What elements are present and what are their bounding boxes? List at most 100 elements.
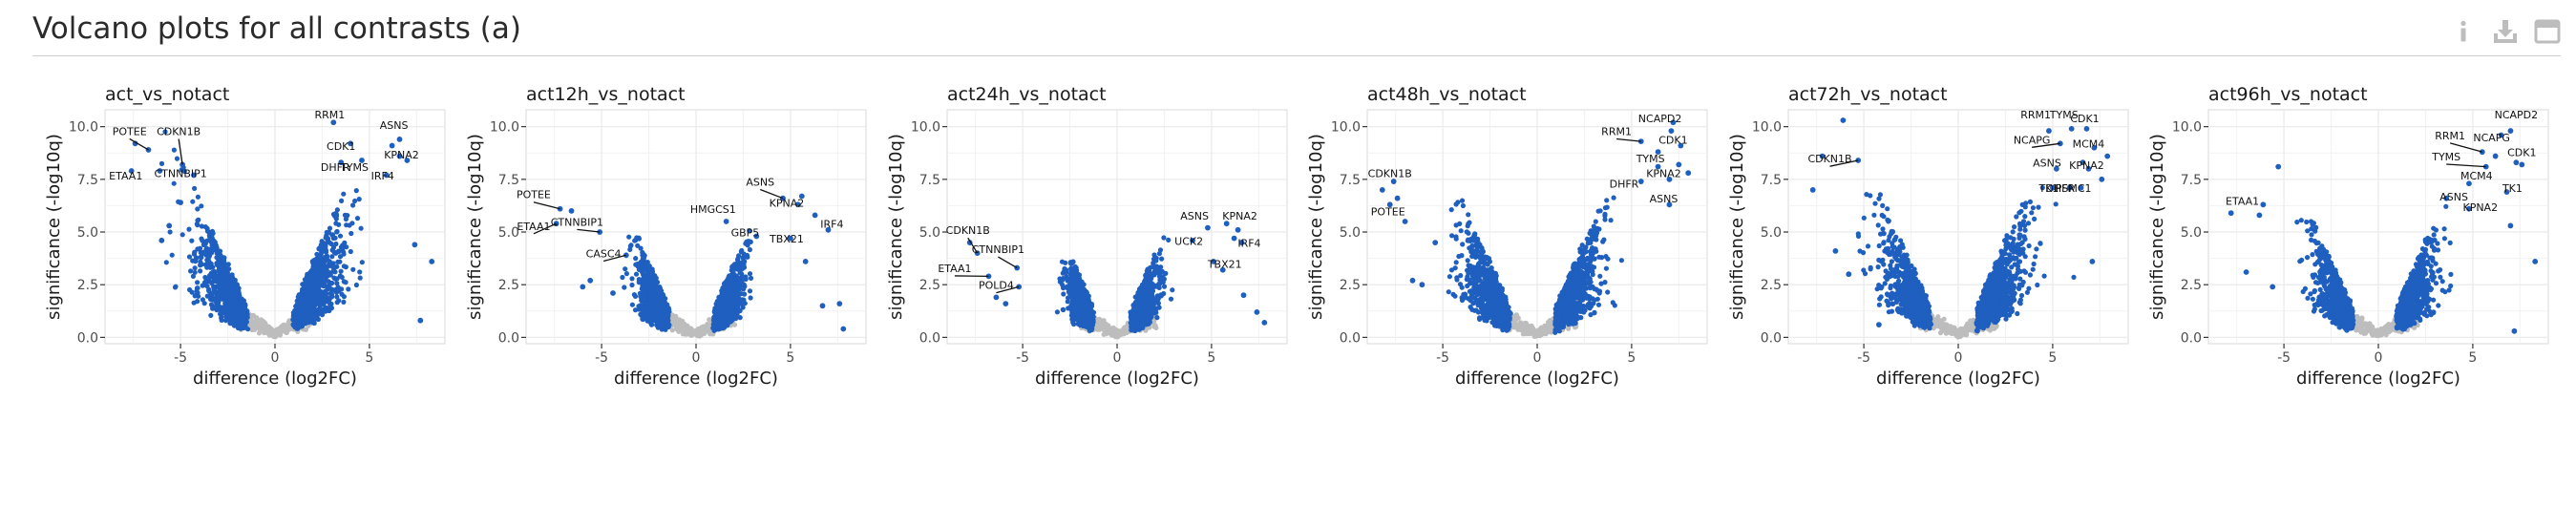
significant-point bbox=[216, 255, 222, 261]
x-tick-label: 0 bbox=[271, 350, 280, 366]
significant-point bbox=[304, 312, 310, 318]
significant-point bbox=[204, 228, 210, 234]
non-significant-point bbox=[731, 322, 738, 327]
significant-point bbox=[192, 265, 198, 271]
significant-point bbox=[1062, 265, 1067, 272]
gene-label: TYMS bbox=[339, 161, 369, 174]
x-axis-label: difference (log2FC) bbox=[193, 369, 357, 389]
significant-point bbox=[220, 309, 225, 315]
significant-point bbox=[212, 240, 218, 245]
significant-point bbox=[219, 317, 224, 323]
significant-point bbox=[741, 286, 747, 292]
significant-point bbox=[334, 228, 340, 235]
significant-point bbox=[172, 285, 179, 290]
significant-point bbox=[730, 271, 736, 277]
significant-point bbox=[812, 212, 818, 219]
x-axis-label: difference (log2FC) bbox=[614, 369, 778, 389]
significant-point bbox=[1161, 235, 1167, 241]
x-tick-label: -5 bbox=[174, 350, 187, 366]
y-tick-label: 5.0 bbox=[77, 225, 98, 241]
significant-point bbox=[291, 323, 297, 328]
significant-point bbox=[729, 297, 735, 303]
significant-point bbox=[348, 230, 354, 237]
significant-point bbox=[179, 232, 185, 238]
significant-point bbox=[311, 282, 317, 287]
significant-point bbox=[622, 285, 627, 290]
significant-point bbox=[644, 271, 651, 277]
significant-point bbox=[307, 303, 313, 308]
toolbar bbox=[2450, 17, 2561, 46]
non-significant-point bbox=[703, 328, 708, 334]
significant-point bbox=[297, 311, 303, 318]
download-icon[interactable] bbox=[2492, 18, 2519, 45]
significant-point bbox=[330, 244, 337, 250]
significant-point bbox=[646, 295, 652, 301]
significant-point bbox=[342, 212, 348, 218]
significant-point bbox=[192, 185, 198, 191]
significant-point bbox=[623, 271, 630, 277]
significant-point bbox=[341, 294, 347, 300]
significant-point bbox=[169, 252, 175, 258]
significant-point bbox=[610, 290, 616, 296]
significant-point bbox=[310, 298, 316, 304]
non-significant-point bbox=[282, 326, 287, 331]
significant-point bbox=[222, 276, 228, 283]
significant-point bbox=[178, 200, 184, 206]
significant-point bbox=[216, 294, 222, 300]
significant-point bbox=[1168, 296, 1174, 302]
non-significant-point bbox=[699, 331, 705, 337]
significant-point bbox=[1060, 282, 1066, 287]
significant-point bbox=[641, 310, 646, 316]
significant-point bbox=[722, 290, 728, 296]
significant-point bbox=[323, 274, 328, 280]
significant-point bbox=[646, 309, 653, 315]
significant-point bbox=[323, 249, 329, 255]
y-axis-label: significance (-log10q) bbox=[465, 134, 485, 320]
y-tick-label: 7.5 bbox=[77, 173, 98, 188]
significant-point bbox=[352, 198, 358, 204]
gene-label: POTEE bbox=[517, 189, 551, 201]
significant-point bbox=[166, 222, 173, 229]
significant-point bbox=[354, 216, 361, 221]
significant-point bbox=[339, 198, 345, 203]
significant-point bbox=[313, 316, 319, 322]
significant-point bbox=[237, 295, 243, 301]
significant-point bbox=[633, 262, 639, 267]
significant-point bbox=[323, 235, 328, 241]
significant-point bbox=[328, 306, 334, 311]
significant-point bbox=[663, 313, 668, 320]
significant-point bbox=[629, 276, 635, 282]
significant-point bbox=[298, 317, 304, 323]
labeled-gene-point bbox=[723, 219, 729, 224]
significant-point bbox=[333, 221, 339, 226]
significant-point bbox=[334, 294, 340, 300]
gene-label: ASNS bbox=[746, 176, 774, 188]
significant-point bbox=[715, 314, 721, 320]
non-significant-point bbox=[261, 319, 266, 325]
significant-point bbox=[337, 259, 343, 264]
panel-title: act24h_vs_notact bbox=[947, 84, 1107, 105]
significant-point bbox=[245, 327, 251, 332]
significant-point bbox=[305, 288, 311, 294]
significant-point bbox=[320, 302, 326, 307]
significant-point bbox=[353, 282, 359, 288]
info-icon[interactable] bbox=[2450, 18, 2477, 45]
significant-point bbox=[208, 312, 214, 318]
significant-point bbox=[205, 279, 211, 285]
data-points bbox=[132, 129, 435, 340]
significant-point bbox=[306, 275, 311, 281]
significant-point bbox=[194, 288, 200, 294]
maximize-icon[interactable] bbox=[2534, 18, 2561, 45]
y-tick-label: 5.0 bbox=[498, 225, 519, 241]
significant-point bbox=[356, 197, 362, 202]
gene-label: TBX21 bbox=[769, 233, 804, 245]
significant-point bbox=[631, 292, 638, 298]
non-significant-point bbox=[680, 331, 686, 337]
significant-point bbox=[1166, 237, 1172, 242]
significant-point bbox=[293, 315, 299, 321]
significant-point bbox=[239, 315, 244, 321]
significant-point bbox=[629, 282, 635, 288]
significant-point bbox=[313, 260, 320, 265]
panel-title: act_vs_notact bbox=[105, 84, 229, 105]
